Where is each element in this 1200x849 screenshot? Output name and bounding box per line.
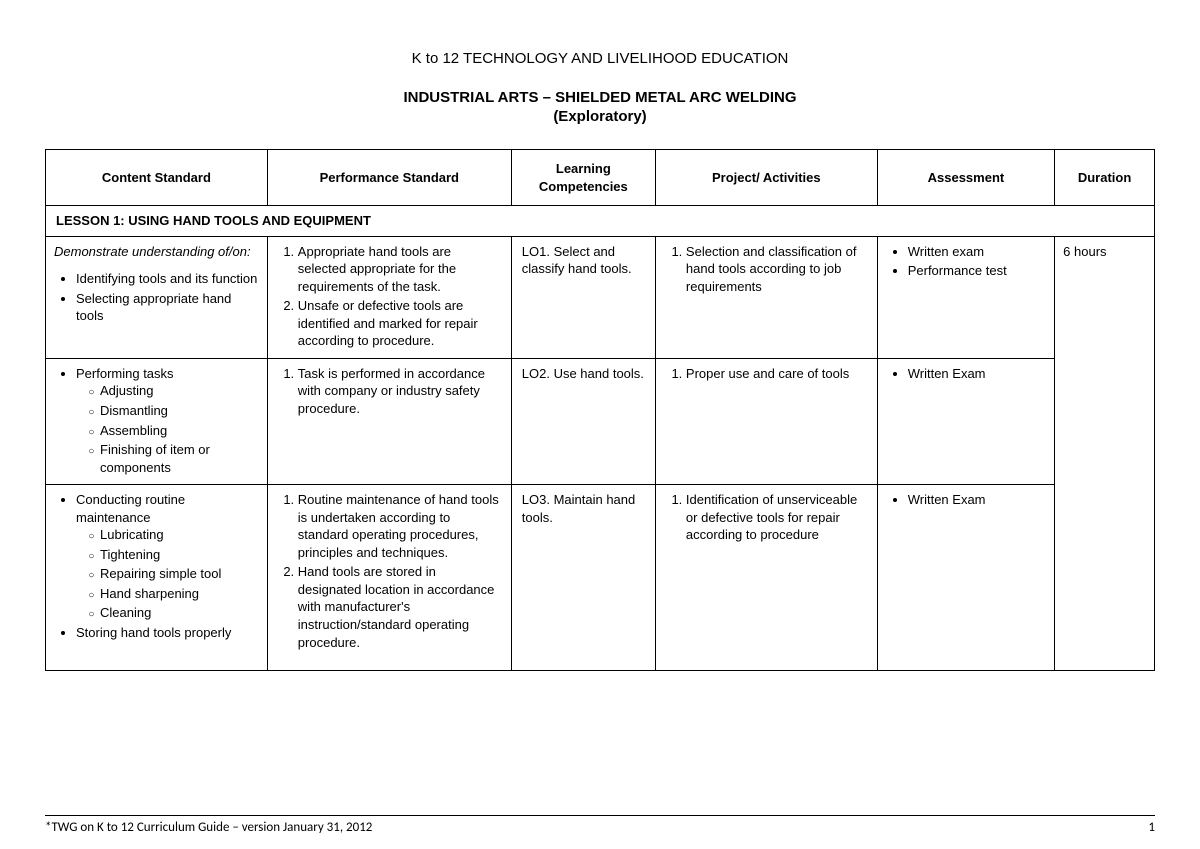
cell-content-standard: Demonstrate understanding of/on: Identif… bbox=[46, 236, 268, 358]
list-item: Performing tasks Adjusting Dismantling A… bbox=[76, 365, 259, 476]
lo-label: LO1. bbox=[522, 244, 550, 259]
list-item: Adjusting bbox=[100, 382, 259, 400]
document-page: K to 12 TECHNOLOGY AND LIVELIHOOD EDUCAT… bbox=[0, 0, 1200, 849]
list-item: Tightening bbox=[100, 546, 259, 564]
assessment-list: Written Exam bbox=[892, 491, 1046, 509]
content-sub-bullets: Lubricating Tightening Repairing simple … bbox=[84, 526, 259, 622]
list-item: Repairing simple tool bbox=[100, 565, 259, 583]
list-item: Selection and classification of hand too… bbox=[686, 243, 869, 296]
col-project-activities: Project/ Activities bbox=[655, 150, 877, 206]
content-bullets: Conducting routine maintenance Lubricati… bbox=[60, 491, 259, 641]
list-item: Written Exam bbox=[908, 491, 1046, 509]
section-subtitle: (Exploratory) bbox=[45, 108, 1155, 125]
content-bullets: Identifying tools and its function Selec… bbox=[60, 270, 259, 325]
list-item: Proper use and care of tools bbox=[686, 365, 869, 383]
list-item: Unsafe or defective tools are identified… bbox=[298, 297, 503, 350]
assessment-list: Written Exam bbox=[892, 365, 1046, 383]
col-assessment: Assessment bbox=[877, 150, 1054, 206]
page-number: 1 bbox=[1148, 820, 1155, 835]
lo-label: LO3. bbox=[522, 492, 550, 507]
cell-assessment: Written Exam bbox=[877, 485, 1054, 670]
list-item: Cleaning bbox=[100, 604, 259, 622]
table-header-row: Content Standard Performance Standard Le… bbox=[46, 150, 1155, 206]
page-footer: *TWG on K to 12 Curriculum Guide – versi… bbox=[45, 815, 1155, 835]
list-item: Lubricating bbox=[100, 526, 259, 544]
list-item: Performance test bbox=[908, 262, 1046, 280]
col-content-standard: Content Standard bbox=[46, 150, 268, 206]
lo-text: Use hand tools. bbox=[554, 366, 644, 381]
table-row: Conducting routine maintenance Lubricati… bbox=[46, 485, 1155, 670]
cell-content-standard: Conducting routine maintenance Lubricati… bbox=[46, 485, 268, 670]
cell-performance-standard: Routine maintenance of hand tools is und… bbox=[267, 485, 511, 670]
list-item: Finishing of item or components bbox=[100, 441, 259, 476]
cell-assessment: Written exam Performance test bbox=[877, 236, 1054, 358]
cell-project-activities: Selection and classification of hand too… bbox=[655, 236, 877, 358]
list-item: Identifying tools and its function bbox=[76, 270, 259, 288]
activities-list: Proper use and care of tools bbox=[668, 365, 869, 383]
list-item: Identification of unserviceable or defec… bbox=[686, 491, 869, 544]
col-duration: Duration bbox=[1055, 150, 1155, 206]
col-learning-competencies: Learning Competencies bbox=[511, 150, 655, 206]
assessment-list: Written exam Performance test bbox=[892, 243, 1046, 280]
list-item: Task is performed in accordance with com… bbox=[298, 365, 503, 418]
curriculum-table: Content Standard Performance Standard Le… bbox=[45, 149, 1155, 671]
activities-list: Selection and classification of hand too… bbox=[668, 243, 869, 296]
list-item: Selecting appropriate hand tools bbox=[76, 290, 259, 325]
lo-label: LO2. bbox=[522, 366, 550, 381]
content-bullets: Performing tasks Adjusting Dismantling A… bbox=[60, 365, 259, 476]
document-title: K to 12 TECHNOLOGY AND LIVELIHOOD EDUCAT… bbox=[45, 50, 1155, 67]
list-item: Dismantling bbox=[100, 402, 259, 420]
list-item: Written exam bbox=[908, 243, 1046, 261]
performance-list: Task is performed in accordance with com… bbox=[280, 365, 503, 418]
cell-project-activities: Identification of unserviceable or defec… bbox=[655, 485, 877, 670]
list-item: Conducting routine maintenance Lubricati… bbox=[76, 491, 259, 622]
cell-learning-competencies: LO3. Maintain hand tools. bbox=[511, 485, 655, 670]
content-sub-bullets: Adjusting Dismantling Assembling Finishi… bbox=[84, 382, 259, 476]
performance-list: Appropriate hand tools are selected appr… bbox=[280, 243, 503, 350]
content-intro: Demonstrate understanding of/on: bbox=[54, 243, 259, 261]
cell-performance-standard: Task is performed in accordance with com… bbox=[267, 358, 511, 484]
list-item: Hand sharpening bbox=[100, 585, 259, 603]
table-row: Demonstrate understanding of/on: Identif… bbox=[46, 236, 1155, 358]
lesson-header-cell: LESSON 1: USING HAND TOOLS AND EQUIPMENT bbox=[46, 206, 1155, 237]
cell-learning-competencies: LO2. Use hand tools. bbox=[511, 358, 655, 484]
cell-learning-competencies: LO1. Select and classify hand tools. bbox=[511, 236, 655, 358]
list-item: Routine maintenance of hand tools is und… bbox=[298, 491, 503, 561]
list-item: Hand tools are stored in designated loca… bbox=[298, 563, 503, 651]
list-item: Appropriate hand tools are selected appr… bbox=[298, 243, 503, 296]
cell-content-standard: Performing tasks Adjusting Dismantling A… bbox=[46, 358, 268, 484]
cell-assessment: Written Exam bbox=[877, 358, 1054, 484]
lesson-header-row: LESSON 1: USING HAND TOOLS AND EQUIPMENT bbox=[46, 206, 1155, 237]
list-item: Storing hand tools properly bbox=[76, 624, 259, 642]
table-row: Performing tasks Adjusting Dismantling A… bbox=[46, 358, 1155, 484]
list-item: Written Exam bbox=[908, 365, 1046, 383]
cell-duration: 6 hours bbox=[1055, 236, 1155, 670]
cell-project-activities: Proper use and care of tools bbox=[655, 358, 877, 484]
performance-list: Routine maintenance of hand tools is und… bbox=[280, 491, 503, 651]
list-item: Assembling bbox=[100, 422, 259, 440]
footer-note: *TWG on K to 12 Curriculum Guide – versi… bbox=[45, 820, 372, 835]
activities-list: Identification of unserviceable or defec… bbox=[668, 491, 869, 544]
cell-performance-standard: Appropriate hand tools are selected appr… bbox=[267, 236, 511, 358]
col-performance-standard: Performance Standard bbox=[267, 150, 511, 206]
section-title: INDUSTRIAL ARTS – SHIELDED METAL ARC WEL… bbox=[45, 89, 1155, 106]
